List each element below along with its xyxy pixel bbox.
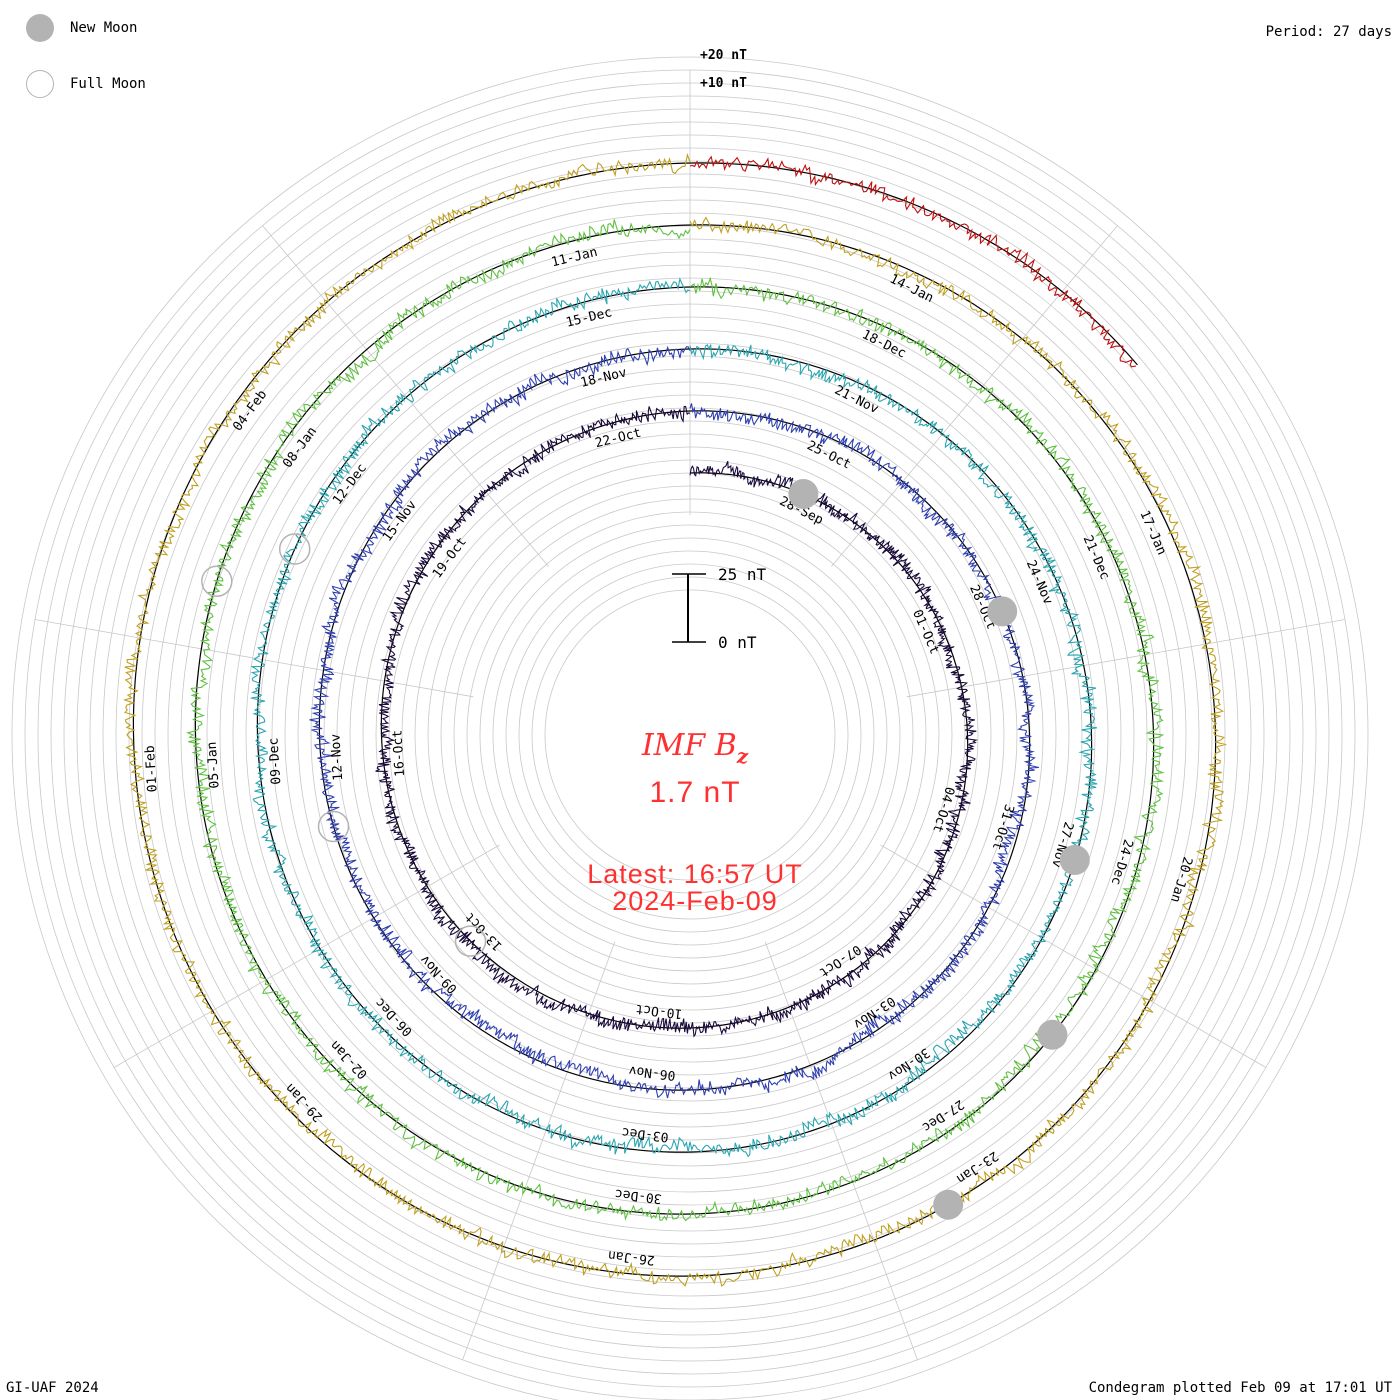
date-tick-label: 30-Dec	[614, 1186, 662, 1206]
current-value: 1.7 nT	[649, 776, 741, 809]
grid-spoke	[831, 225, 1118, 567]
grid-circle	[544, 589, 836, 881]
date-tick-label: 12-Dec	[330, 461, 370, 508]
date-tick-label: 11-Jan	[550, 245, 599, 271]
date-tick-label: 15-Dec	[564, 305, 613, 331]
latest-date: 2024-Feb-09	[612, 886, 778, 916]
footer-credit: GI-UAF 2024	[6, 1380, 99, 1396]
data-trace-ring-5	[122, 152, 1228, 1287]
scale-label-upper: +20 nT	[700, 48, 747, 63]
scale-bar-top-label: 25 nT	[718, 565, 767, 584]
date-tick-label: 23-Jan	[953, 1148, 1000, 1186]
zero-reference-spiral	[132, 162, 1217, 1277]
date-tick-label: 19-Oct	[430, 535, 470, 582]
data-trace-ring-3	[250, 277, 1098, 1158]
footer-plot-time: Condegram plotted Feb 09 at 17:01 UT	[1088, 1380, 1392, 1396]
date-tick-label: 06-Dec	[373, 995, 416, 1039]
legend-new-moon-label: New Moon	[70, 20, 138, 36]
date-tick-label: 03-Dec	[621, 1124, 669, 1144]
new-moon-marker	[933, 1189, 964, 1220]
legend-new-moon: New Moon	[26, 14, 137, 42]
date-tick-label: 18-Nov	[579, 365, 628, 391]
chart-title-main: IMF B	[641, 728, 737, 763]
grid-spoke	[462, 941, 616, 1361]
new-moon-marker	[1037, 1019, 1068, 1050]
date-tick-label: 05-Jan	[205, 741, 223, 789]
legend-full-moon-label: Full Moon	[70, 76, 146, 92]
date-tick-label: 24-Nov	[1023, 558, 1056, 607]
new-moon-icon	[26, 14, 54, 42]
chart-title-subscript: z	[736, 744, 749, 768]
new-moon-marker	[1059, 845, 1090, 875]
date-tick-label: 30-Nov	[885, 1044, 933, 1083]
full-moon-marker	[454, 925, 487, 957]
grid-circle	[518, 563, 862, 907]
date-tick-label: 06-Nov	[628, 1062, 677, 1082]
grid-circle	[492, 537, 888, 933]
scale-bar-bottom-label: 0 nT	[718, 633, 757, 652]
scale-label-lower: +10 nT	[700, 76, 747, 91]
full-moon-icon	[26, 70, 54, 98]
date-tick-label: 01-Oct	[909, 608, 942, 657]
grid-spoke	[262, 225, 549, 567]
grid-spoke	[880, 844, 1267, 1068]
legend-full-moon: Full Moon	[26, 70, 146, 98]
grid-circle	[11, 56, 1369, 1400]
chart-title: IMF Bz	[0, 728, 1390, 768]
date-tick-label: 21-Nov	[832, 383, 881, 417]
full-moon-marker	[278, 533, 311, 565]
data-trace-ring-4	[186, 219, 1165, 1222]
grid-spoke	[113, 844, 500, 1068]
date-tick-label: 01-Feb	[143, 745, 161, 793]
full-moon-marker	[317, 810, 350, 843]
period-label: Period: 27 days	[1265, 24, 1392, 40]
data-trace-ring-2	[309, 345, 1040, 1099]
date-tick-label: 12-Nov	[328, 733, 346, 781]
grid-circle	[479, 524, 901, 946]
data-trace-ring-6	[689, 155, 1136, 368]
date-tick-label: 09-Dec	[266, 737, 284, 785]
grid-circle	[531, 576, 849, 894]
full-moon-marker	[201, 565, 233, 597]
latest-time: Latest: 16:57 UT	[587, 859, 803, 889]
data-trace-ring-1	[375, 405, 979, 1038]
new-moon-marker	[788, 479, 819, 509]
grid-spoke	[906, 619, 1345, 698]
new-moon-marker	[987, 596, 1018, 627]
grid-spoke	[35, 619, 474, 698]
date-tick-label: 26-Jan	[607, 1247, 655, 1267]
date-tick-label: 10-Oct	[635, 1001, 683, 1021]
grid-circle	[505, 550, 875, 920]
date-tick-label: 16-Oct	[390, 729, 408, 777]
